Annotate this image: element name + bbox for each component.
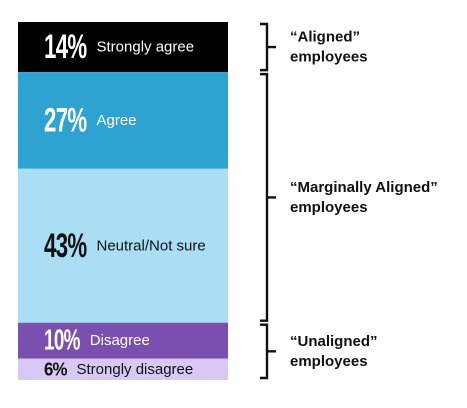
bracket-unaligned [260, 323, 276, 380]
group-label-marginally-aligned-line-1: “Marginally Aligned” [290, 179, 438, 196]
bar-segment-neutral-not-sure [18, 168, 228, 323]
value-label-neutral-not-sure: 43% [44, 227, 87, 265]
value-label-agree: 27% [44, 101, 87, 139]
bracket-aligned [260, 22, 276, 72]
group-label-unaligned-line-1: “Unaligned” [290, 333, 378, 350]
bar-segment-strongly-agree [18, 22, 228, 73]
group-label-aligned-line-2: employees [290, 49, 368, 66]
value-label-disagree: 10% [44, 325, 80, 357]
bar-segment-strongly-disagree [18, 358, 228, 380]
category-label-disagree: Disagree [90, 332, 150, 349]
category-label-neutral-not-sure: Neutral/Not sure [97, 237, 206, 254]
group-label-aligned-line-1: “Aligned” [290, 29, 360, 46]
value-label-strongly-disagree: 6% [44, 359, 67, 379]
value-label-strongly-agree: 14% [44, 28, 87, 66]
bar-segment-disagree [18, 322, 228, 359]
category-label-agree: Agree [97, 112, 137, 129]
category-label-strongly-agree: Strongly agree [97, 39, 195, 56]
group-label-marginally-aligned-line-2: employees [290, 199, 368, 216]
group-label-unaligned-line-2: employees [290, 353, 368, 370]
category-label-strongly-disagree: Strongly disagree [77, 361, 194, 378]
bracket-marginally-aligned [260, 72, 276, 322]
bar-segment-agree [18, 72, 228, 169]
